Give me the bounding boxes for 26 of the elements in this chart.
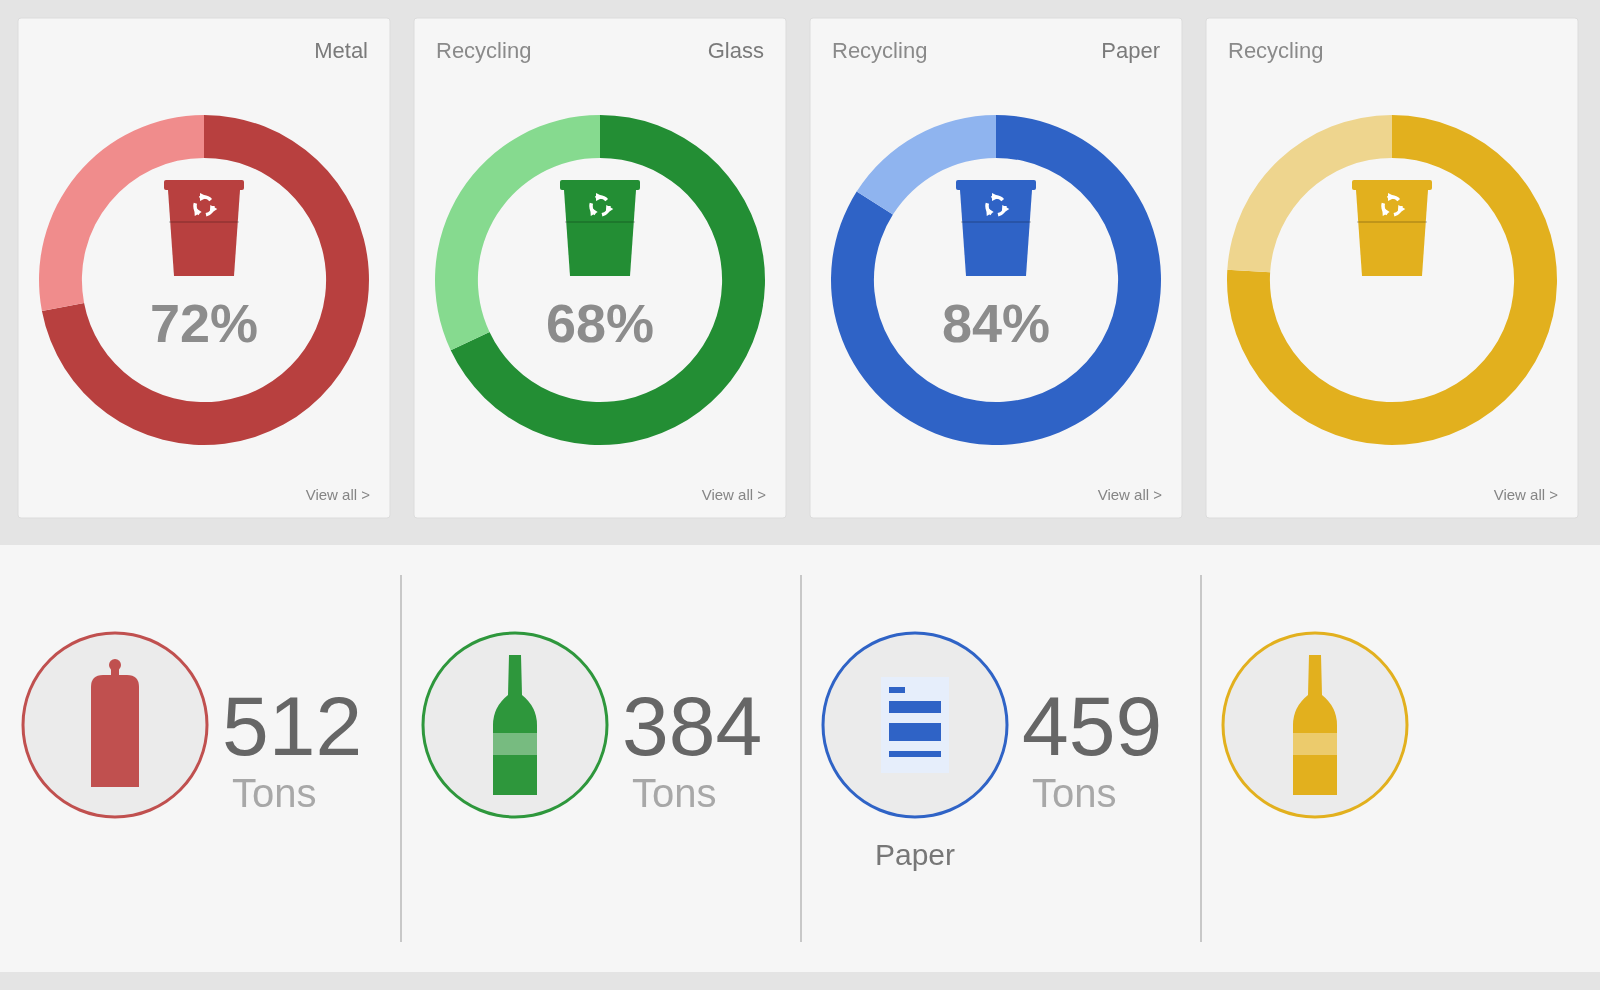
chart-subtitle: Glass [707,38,764,63]
data-label: 84% [941,293,1051,353]
chart-subtitle: Metal [314,38,368,63]
text: View all > [1493,486,1559,503]
donut-slice [831,115,1161,445]
text: View all > [701,486,767,503]
chart-subtitle: Paper [1101,38,1160,63]
donut-slice [1227,115,1557,445]
data-label: 68% [545,293,655,353]
text: 384 [622,679,763,773]
donut-slice [450,115,765,445]
text: View all > [1097,486,1163,503]
text: View all > [305,486,371,503]
donut-slice [41,115,369,445]
text: 512 [222,679,363,773]
text: Tons [632,771,717,815]
text: 459 [1022,679,1163,773]
text: Tons [1032,771,1117,815]
chart-title: Recycling [1228,38,1324,63]
text: Tons [232,771,317,815]
donut-slice [1227,115,1392,273]
chart-title: Recycling [436,38,532,63]
text: Paper [874,838,956,871]
chart-title: Recycling [832,38,928,63]
donut-slice [856,115,996,215]
data-label: 72% [149,293,259,353]
